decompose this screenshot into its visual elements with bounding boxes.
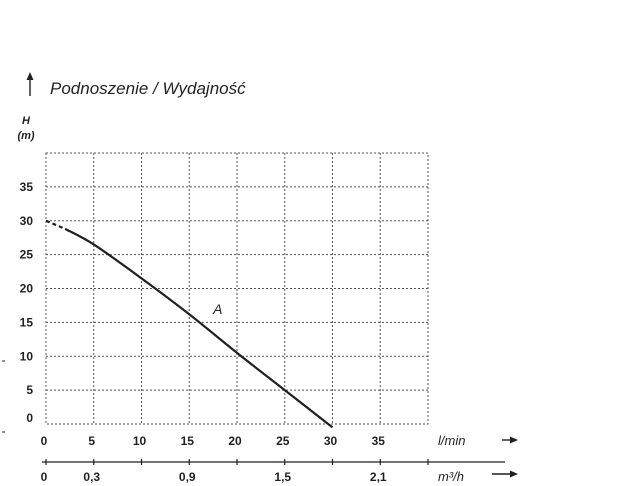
x-tick-label: 10 <box>133 434 147 448</box>
x2-tick-label: 0,3 <box>83 470 100 484</box>
x2-tick-label: 1,5 <box>274 470 291 484</box>
y-axis-arrow-icon <box>26 72 34 96</box>
series-a-line <box>64 227 334 429</box>
curve-label-a: A <box>212 301 222 317</box>
y-axis-label: H <box>22 115 31 127</box>
y-tick-label: 20 <box>20 282 34 296</box>
y-tick-label: 15 <box>20 315 34 329</box>
grid <box>45 152 429 425</box>
y-tick-label: 30 <box>20 214 34 228</box>
x2-axis-label: m³/h <box>438 469 464 484</box>
y-tick-label: 5 <box>26 383 33 397</box>
x-tick-labels: 0 5 10 15 20 25 30 35 <box>41 434 386 448</box>
x2-axis-arrow-icon <box>492 470 518 478</box>
series-layer <box>45 219 334 429</box>
series-a-dashed-start <box>45 219 66 230</box>
x-tick-label: 25 <box>276 434 290 448</box>
x-tick-label: 35 <box>372 434 386 448</box>
x-tick-label: 20 <box>228 434 242 448</box>
y-tick-label: 0 <box>26 411 33 425</box>
x-tick-label: 5 <box>88 434 95 448</box>
y-tick-label: 10 <box>20 349 34 363</box>
x2-tick-label: 0 <box>41 470 48 484</box>
x2-ticks: 0 0,3 0,9 1,5 2,1 <box>41 459 429 484</box>
x-tick-label: 15 <box>181 434 195 448</box>
x2-tick-label: 0,9 <box>179 470 196 484</box>
x2-tick-label: 2,1 <box>370 470 387 484</box>
x-tick-label: 30 <box>324 434 338 448</box>
y-tick-labels: 0 5 10 15 20 25 30 35 <box>20 180 34 425</box>
y-axis-unit: (m) <box>17 130 34 142</box>
x-axis-arrow-icon <box>502 436 518 444</box>
x-tick-label: 0 <box>41 434 48 448</box>
y-tick-label: 35 <box>20 180 34 194</box>
y-tick-label: 25 <box>20 248 34 262</box>
x-axis-label: l/min <box>438 433 465 448</box>
chart-title: Podnoszenie / Wydajność <box>50 79 246 98</box>
